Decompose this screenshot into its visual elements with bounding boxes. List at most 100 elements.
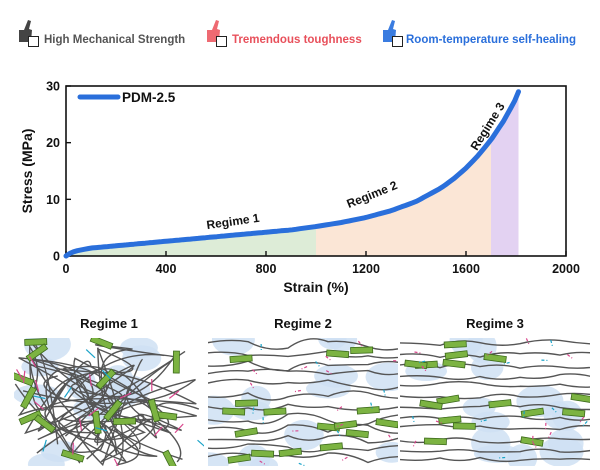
hard-segment [443,340,467,349]
hard-segment [103,399,123,422]
hard-segment [25,343,49,362]
hydrogen-bond [298,462,305,466]
hydrogen-bond [383,389,386,396]
hard-segment [438,415,462,425]
hard-segment [375,418,398,429]
legend: High Mechanical Strength Tremendous toug… [0,0,600,62]
y-tick-label: 10 [46,193,60,207]
hydrogen-bond [487,350,493,356]
hard-segment [263,407,287,416]
hydrogen-bond [64,387,72,398]
hard-segment [326,349,350,359]
series-line-pdm-2-5 [63,89,521,259]
checkbox-icon [392,36,403,47]
hydrogen-bond [33,401,44,410]
hydrogen-bond [336,430,341,437]
hydrogen-bond [42,439,47,452]
polymer-chain [37,360,183,461]
hard-segment [436,394,460,406]
y-tick-label: 20 [46,136,60,150]
schematic-panels: Regime 1 Regime 2 Regime 3 [0,308,600,470]
hydrogen-bond [579,416,585,423]
hard-segment [235,399,259,407]
hard-segment [442,358,466,369]
hydrogen-bond [113,458,119,466]
domain-blob [365,362,398,392]
polymer-chain [400,373,590,381]
domain-blob [249,456,279,466]
hydrogen-bond [357,340,363,347]
axes: 0 400 800 1200 1600 2000 0 10 20 30 Strain (%) Stre… [19,80,580,296]
polymer-chain [208,360,398,372]
hydrogen-bond [33,395,46,400]
hard-segment [562,408,586,418]
plot-frame [65,85,567,257]
hydrogen-bond [259,460,266,465]
polymer-chain [400,448,590,453]
hard-segment [95,368,117,390]
hard-segment [570,393,590,404]
polymer-chain [208,412,398,427]
hard-segment [333,420,358,430]
hard-segment [356,406,380,415]
hard-segment [423,437,447,446]
hard-segment [60,449,85,463]
x-tick-label: 2000 [552,262,580,276]
hydrogen-bond [22,370,26,383]
hydrogen-bond [29,356,37,368]
hard-segment [33,414,56,434]
polymer-chain [208,443,398,453]
polymer-chain [14,368,182,463]
hydrogen-bond [78,418,83,431]
x-tick-label: 800 [256,262,277,276]
hydrogen-bond [325,355,331,361]
polymer-chain [208,378,398,391]
hydrogen-bond [85,349,96,359]
hydrogen-bond [153,426,163,437]
polymer-chain [17,344,118,455]
polymer-chain [208,434,398,444]
panel-title-regime-2: Regime 2 [274,316,332,331]
polymer-chain [208,390,398,401]
domain-blob [516,384,564,418]
panel-title-regime-3: Regime 3 [466,316,524,331]
legend-label-toughness: Tremendous toughness [232,34,362,46]
region-label-regime-2: Regime 2 [345,178,400,211]
hard-segment [452,422,476,430]
schematic-regime-3 [400,338,590,466]
hard-segment [20,385,37,410]
polymer-chain [96,347,157,466]
hydrogen-bond [532,442,537,448]
hard-segment [162,449,179,466]
hydrogen-bond [197,439,204,447]
checkbox-icon [28,36,39,47]
domain-blob [314,364,359,388]
hydrogen-bond [72,442,74,455]
checkbox-icon [216,36,227,47]
hydrogen-bond [301,366,308,370]
domain-blob [551,400,583,431]
hard-segment [113,417,137,426]
hydrogen-bond [34,379,40,392]
hard-segment [18,410,43,426]
region-regime-2 [316,139,491,256]
hard-segment [251,449,275,458]
hydrogen-bond [174,423,184,434]
hard-segment [520,407,545,418]
hydrogen-bond [101,369,112,380]
legend-entry-pdm-2-5: PDM-2.5 [122,90,176,105]
polymer-chain [400,423,590,431]
hydrogen-bond [88,374,92,387]
hydrogen-bond [16,369,24,380]
x-axis-label: Strain (%) [283,279,348,295]
legend-label-strength: High Mechanical Strength [44,34,186,46]
hydrogen-bond [435,420,442,424]
hydrogen-bond [88,407,99,417]
hard-segment [234,427,259,438]
hydrogen-bond [551,407,557,413]
hydrogen-bond [525,338,530,345]
hard-segment [483,353,507,363]
hard-segment [444,350,469,360]
schematic-regime-2 [208,338,398,466]
hydrogen-bond [325,370,332,375]
